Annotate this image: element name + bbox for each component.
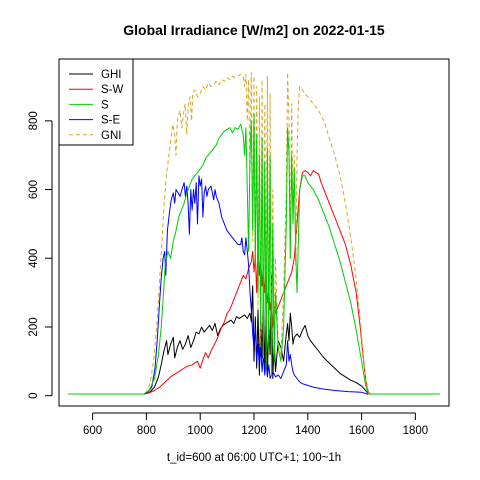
x-tick-label: 1800	[403, 425, 429, 437]
x-tick-label: 1400	[295, 425, 321, 437]
y-tick-label: 400	[28, 249, 40, 268]
legend-label-s-w: S-W	[101, 84, 124, 96]
legend: GHI S-W S S-E GNI	[58, 58, 134, 146]
plot-frame	[58, 58, 450, 407]
x-tick-label: 800	[137, 425, 156, 437]
legend-label-s: S	[101, 99, 109, 111]
y-tick-label: 0	[28, 392, 40, 398]
y-tick-label: 200	[28, 317, 40, 336]
series-line-s	[68, 113, 440, 395]
chart-title: Global Irradiance [W/m2] on 2022-01-15	[123, 22, 385, 38]
series-line-gni	[68, 72, 440, 395]
axes-layer: 600 800 1000 1200 1400 1600 1800 0 200 400 600 800	[28, 111, 428, 437]
y-tick-label: 800	[28, 111, 40, 130]
x-tick-label: 600	[83, 425, 102, 437]
series-line-s-e	[68, 175, 440, 395]
legend-label-gni: GNI	[101, 130, 121, 142]
x-tick-label: 1000	[187, 425, 213, 437]
legend-label-ghi: GHI	[101, 69, 121, 81]
y-tick-label: 600	[28, 180, 40, 199]
legend-label-s-e: S-E	[101, 115, 121, 127]
x-tick-label: 1200	[241, 425, 267, 437]
series-layer	[68, 72, 440, 395]
x-tick-label: 1600	[349, 425, 375, 437]
x-axis-label: t_id=600 at 06:00 UTC+1; 100~1h	[167, 452, 341, 464]
legend-box	[58, 58, 134, 146]
